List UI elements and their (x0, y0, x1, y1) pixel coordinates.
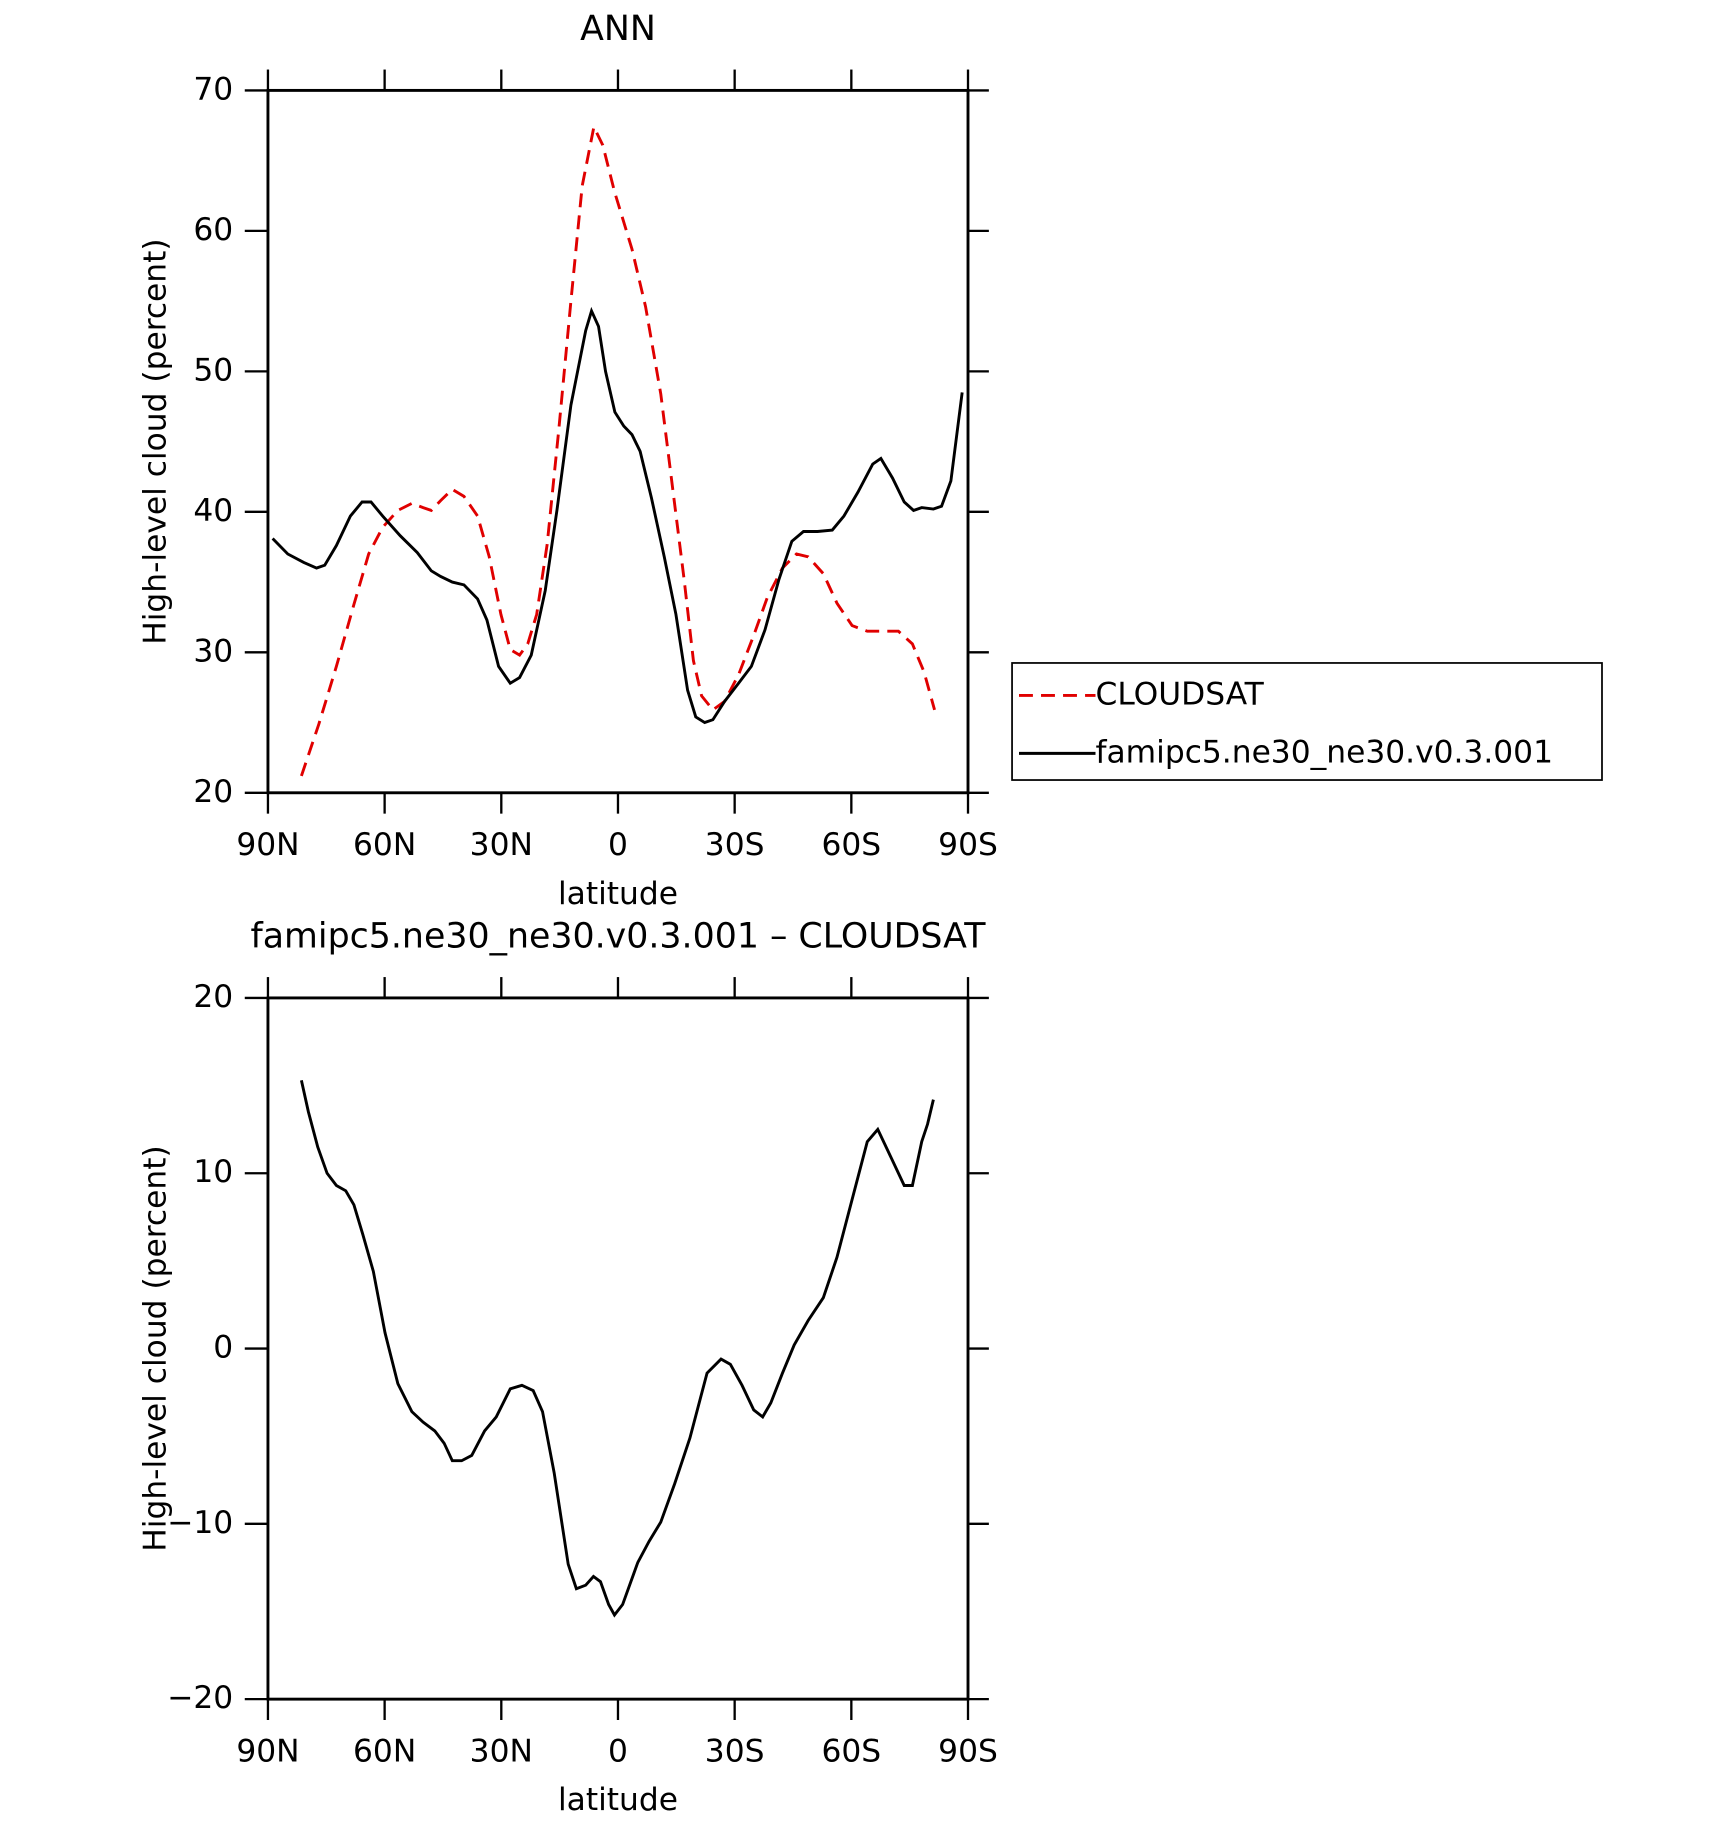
y-tick-label: 50 (193, 352, 233, 388)
x-axis-label: latitude (558, 1782, 678, 1818)
y-tick-label: 20 (193, 774, 233, 810)
chart-title: ANN (580, 9, 656, 49)
legend-label: CLOUDSAT (1095, 676, 1264, 712)
x-tick-label: 90N (236, 1733, 299, 1769)
x-tick-label: 60N (353, 827, 416, 863)
plot-frame (266, 996, 970, 1701)
y-axis-label: High-level cloud (percent) (138, 1145, 174, 1551)
data-line (300, 122, 936, 777)
y-tick-label: 60 (193, 212, 233, 248)
x-tick-label: 0 (608, 827, 628, 863)
y-tick-label: 30 (193, 633, 233, 669)
x-tick-label: 0 (608, 1733, 628, 1769)
plot-frame (266, 88, 970, 795)
data-line (271, 306, 964, 725)
x-tick-label: 60N (353, 1733, 416, 1769)
y-tick-label: 70 (193, 71, 233, 107)
y-tick-label: −10 (167, 1505, 233, 1541)
x-tick-label: 60S (821, 827, 881, 863)
x-tick-label: 90N (236, 827, 299, 863)
x-tick-label: 60S (821, 1733, 881, 1769)
legend-label: famipc5.ne30_ne30.v0.3.001 (1095, 734, 1553, 770)
data-line (299, 1080, 935, 1618)
x-tick-label: 30N (470, 1733, 533, 1769)
y-tick-label: 20 (193, 979, 233, 1015)
x-tick-label: 90S (938, 827, 998, 863)
y-tick-label: −20 (167, 1680, 233, 1716)
x-tick-label: 90S (938, 1733, 998, 1769)
chart-title: famipc5.ne30_ne30.v0.3.001 – CLOUDSAT (251, 917, 987, 957)
y-tick-label: 0 (213, 1330, 233, 1366)
legend-box (1011, 662, 1603, 781)
y-axis-label: High-level cloud (percent) (138, 238, 174, 644)
y-tick-label: 40 (193, 493, 233, 529)
x-tick-label: 30S (705, 827, 765, 863)
x-axis-label: latitude (558, 876, 678, 912)
y-tick-label: 10 (193, 1154, 233, 1190)
x-tick-label: 30N (470, 827, 533, 863)
x-tick-label: 30S (705, 1733, 765, 1769)
